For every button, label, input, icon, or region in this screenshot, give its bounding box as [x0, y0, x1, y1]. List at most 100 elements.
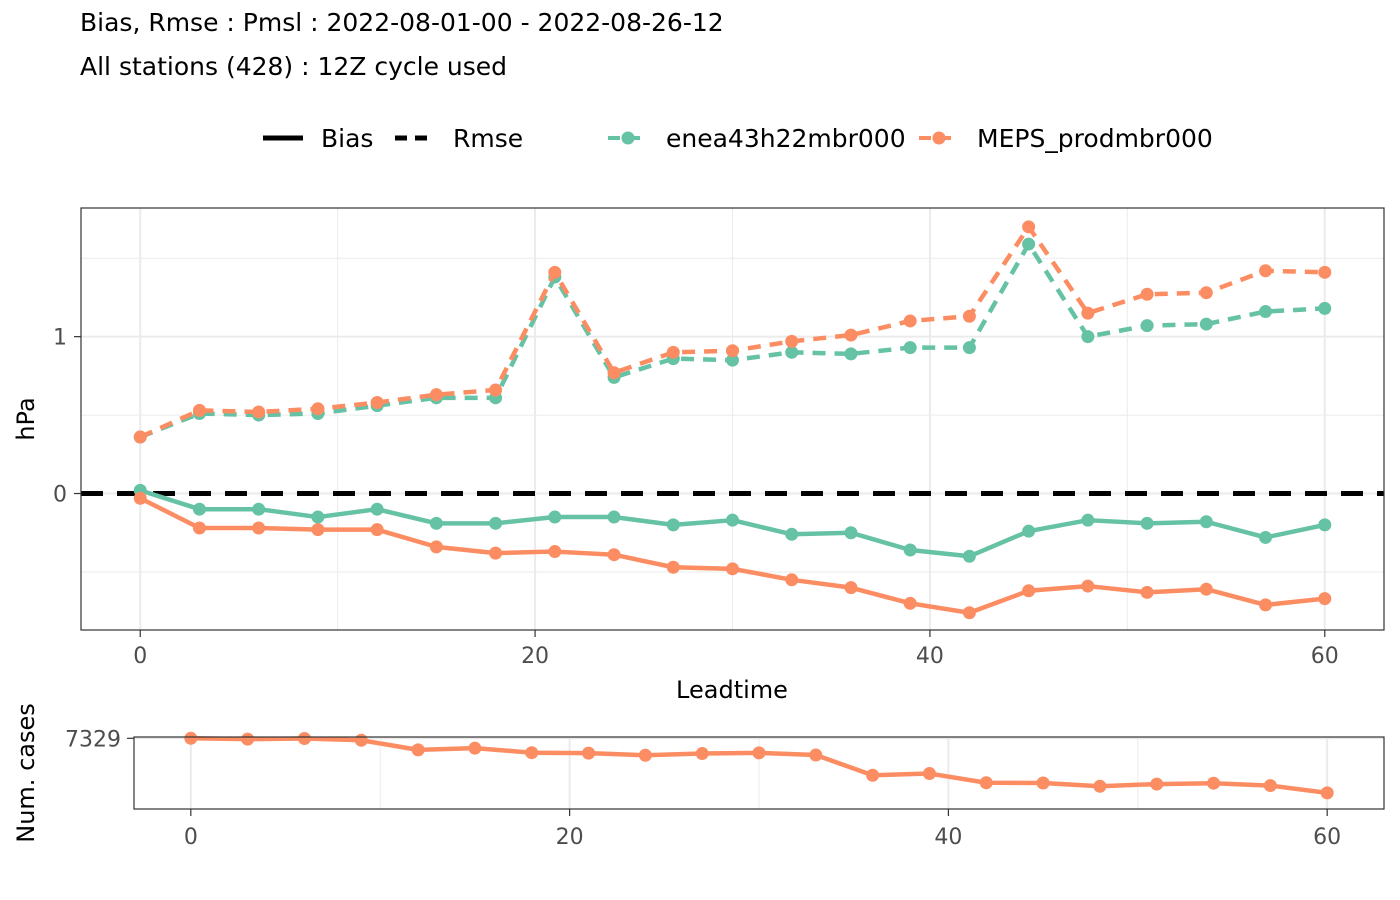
count-data-point: [1320, 786, 1334, 800]
data-point-bias-enea43h22mbr000: [785, 527, 799, 541]
data-point-bias-mepsprodmbr000: [192, 521, 206, 535]
data-point-bias-enea43h22mbr000: [192, 502, 206, 516]
data-point-bias-mepsprodmbr000: [252, 521, 266, 535]
count-data-point: [695, 747, 709, 761]
data-point-bias-enea43h22mbr000: [1259, 530, 1273, 544]
data-point-rmse-mepsprodmbr000: [1259, 264, 1273, 278]
legend-model-b-marker: [932, 131, 946, 145]
data-point-rmse-enea43h22mbr000: [1022, 237, 1036, 251]
data-point-bias-mepsprodmbr000: [903, 596, 917, 610]
count-data-point: [1036, 776, 1050, 790]
count-x-tick-label: 60: [1313, 825, 1341, 850]
count-data-point: [354, 733, 368, 747]
data-point-bias-mepsprodmbr000: [133, 491, 147, 505]
data-point-bias-mepsprodmbr000: [726, 562, 739, 576]
count-data-point: [638, 748, 652, 762]
count-data-point: [1093, 779, 1107, 793]
data-point-bias-enea43h22mbr000: [311, 510, 325, 524]
count-data-point: [241, 732, 255, 746]
data-point-rmse-enea43h22mbr000: [844, 347, 858, 361]
count-data-point: [752, 746, 766, 760]
data-point-rmse-mepsprodmbr000: [192, 403, 206, 417]
data-point-bias-mepsprodmbr000: [311, 523, 325, 537]
data-point-rmse-mepsprodmbr000: [548, 265, 562, 279]
main-x-tick-label: 0: [133, 644, 147, 669]
main-x-axis-title: Leadtime: [676, 676, 788, 704]
legend-model-a-marker: [621, 131, 635, 145]
count-data-point: [866, 768, 880, 782]
data-point-rmse-mepsprodmbr000: [1022, 220, 1036, 234]
data-point-rmse-mepsprodmbr000: [666, 345, 680, 359]
data-point-rmse-mepsprodmbr000: [252, 405, 266, 419]
count-data-point: [468, 741, 482, 755]
data-point-rmse-enea43h22mbr000: [1081, 330, 1095, 344]
data-point-bias-enea43h22mbr000: [1318, 518, 1332, 532]
data-point-rmse-mepsprodmbr000: [370, 396, 384, 410]
data-point-bias-enea43h22mbr000: [726, 513, 739, 527]
data-point-rmse-enea43h22mbr000: [962, 341, 976, 355]
legend: Bias Rmse enea43h22mbr000 MEPS_prodmbr00…: [263, 124, 1213, 153]
data-point-bias-enea43h22mbr000: [1199, 515, 1213, 529]
count-x-tick-label: 40: [934, 825, 962, 850]
count-data-point: [809, 748, 823, 762]
count-data-point: [1263, 779, 1277, 793]
count-data-point: [1150, 777, 1164, 791]
data-point-bias-mepsprodmbr000: [844, 581, 858, 595]
data-point-rmse-mepsprodmbr000: [1199, 286, 1213, 300]
data-point-rmse-mepsprodmbr000: [1140, 287, 1154, 301]
data-point-rmse-mepsprodmbr000: [844, 328, 858, 342]
legend-rmse-label: Rmse: [453, 124, 523, 153]
data-point-bias-mepsprodmbr000: [548, 545, 562, 559]
data-point-bias-enea43h22mbr000: [1022, 524, 1036, 538]
count-y-axis-title: Num. cases: [12, 703, 40, 842]
data-point-rmse-mepsprodmbr000: [133, 430, 147, 444]
count-data-point: [525, 746, 539, 760]
data-point-bias-mepsprodmbr000: [1140, 585, 1154, 599]
data-point-bias-enea43h22mbr000: [489, 516, 503, 530]
data-point-rmse-enea43h22mbr000: [1318, 301, 1332, 315]
data-point-rmse-mepsprodmbr000: [489, 383, 503, 397]
data-point-rmse-mepsprodmbr000: [962, 309, 976, 323]
count-data-point: [411, 743, 425, 757]
data-point-bias-mepsprodmbr000: [785, 573, 799, 587]
data-point-bias-mepsprodmbr000: [962, 606, 976, 620]
count-x-tick-label: 20: [556, 825, 584, 850]
data-point-bias-enea43h22mbr000: [1081, 513, 1095, 527]
data-point-bias-enea43h22mbr000: [666, 518, 680, 532]
data-point-bias-mepsprodmbr000: [489, 546, 503, 560]
main-x-tick-label: 20: [521, 644, 549, 669]
data-point-rmse-mepsprodmbr000: [726, 344, 739, 358]
main-panel-axes: 0 20 40 60 0 1: [53, 326, 1339, 669]
main-y-tick-label: 0: [53, 483, 67, 508]
data-point-bias-enea43h22mbr000: [548, 510, 562, 524]
data-point-rmse-mepsprodmbr000: [607, 366, 621, 380]
count-data-point: [297, 732, 311, 746]
data-point-bias-enea43h22mbr000: [429, 516, 443, 530]
data-point-rmse-enea43h22mbr000: [1140, 319, 1154, 333]
data-point-bias-mepsprodmbr000: [1022, 584, 1036, 598]
main-x-tick-label: 60: [1311, 644, 1339, 669]
data-point-bias-enea43h22mbr000: [1140, 516, 1154, 530]
data-point-bias-mepsprodmbr000: [666, 560, 680, 574]
data-point-bias-enea43h22mbr000: [903, 543, 917, 557]
count-data-point: [1207, 776, 1221, 790]
count-panel-border: [133, 736, 1385, 810]
data-point-bias-enea43h22mbr000: [370, 502, 384, 516]
data-point-rmse-mepsprodmbr000: [785, 334, 799, 348]
data-point-rmse-mepsprodmbr000: [311, 402, 325, 416]
main-panel-border: [80, 207, 1385, 631]
count-data-point: [979, 776, 993, 790]
main-panel-series: [133, 220, 1332, 620]
data-point-rmse-enea43h22mbr000: [785, 345, 799, 359]
chart-title-line2: All stations (428) : 12Z cycle used: [80, 52, 508, 81]
main-y-tick-label: 1: [53, 326, 67, 351]
data-point-bias-enea43h22mbr000: [962, 549, 976, 563]
legend-bias-label: Bias: [321, 124, 373, 153]
data-point-rmse-mepsprodmbr000: [1081, 306, 1095, 320]
chart-title-line1: Bias, Rmse : Pmsl : 2022-08-01-00 - 2022…: [80, 8, 724, 37]
count-data-point: [184, 731, 198, 745]
count-data-point: [582, 746, 596, 760]
count-x-tick-label: 0: [184, 825, 198, 850]
data-point-rmse-mepsprodmbr000: [429, 388, 443, 402]
